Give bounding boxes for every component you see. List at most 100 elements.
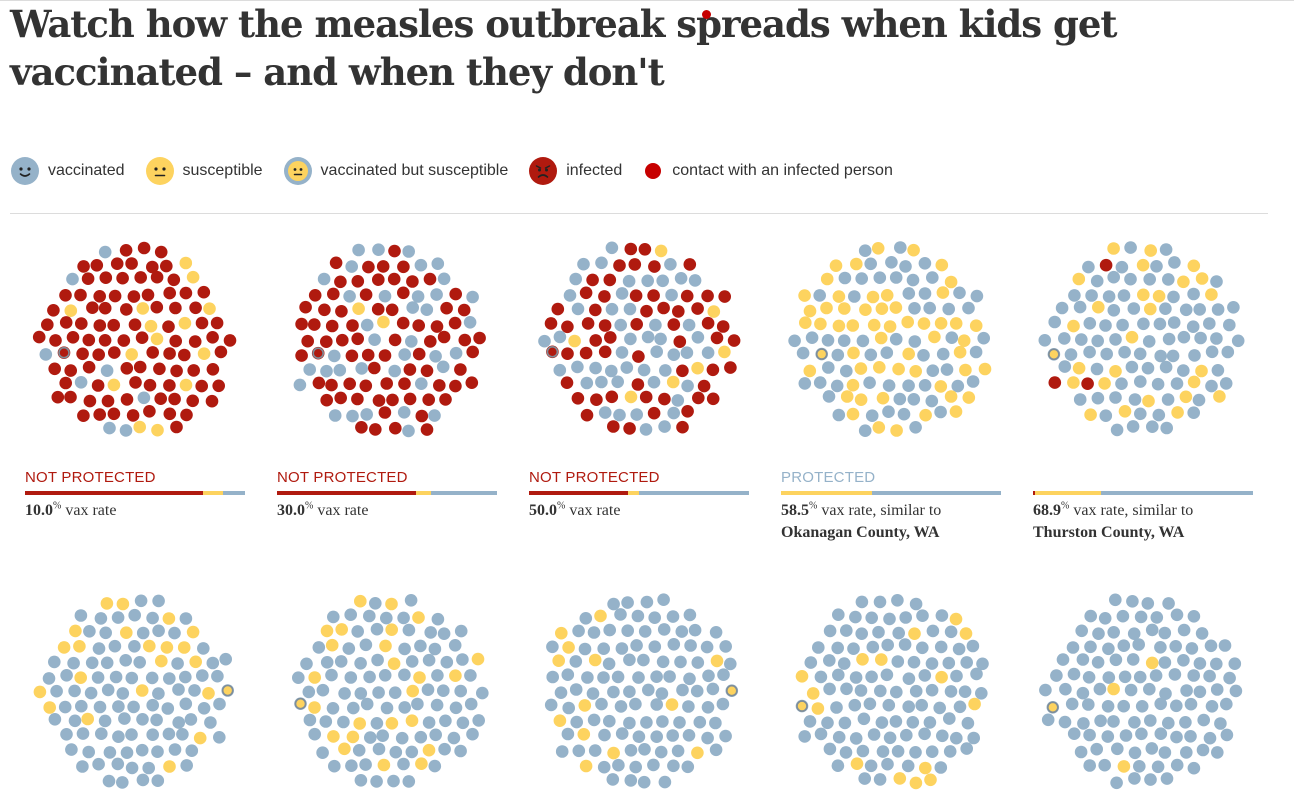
vaccinated-dot [1211, 364, 1225, 377]
vaccinated-dot [650, 670, 663, 683]
vaccinated-dot [1160, 421, 1173, 435]
susceptible-dot [178, 316, 192, 330]
susceptible-dot [829, 259, 843, 272]
vaccinated-dot [359, 638, 373, 652]
infected-dot [129, 376, 142, 389]
vaccinated-dot [42, 672, 56, 685]
infected-dot [397, 286, 410, 300]
infected-dot [59, 376, 72, 390]
vaccinated-dot [354, 687, 368, 700]
vaccinated-dot [352, 243, 365, 257]
susceptible-dot [832, 290, 846, 303]
vaccinated-dot [150, 713, 163, 727]
infected-dot [423, 272, 437, 286]
vaccinated-dot [128, 640, 141, 653]
vaccinated-dot [1184, 697, 1198, 711]
vaccinated-dot [414, 639, 427, 653]
infected-dot [701, 289, 714, 303]
vaccinated-dot [1210, 275, 1223, 288]
vaccinated-dot [411, 697, 424, 711]
vaccinated-dot [82, 745, 95, 759]
vaccinated-dot [813, 376, 827, 389]
infected-dot [454, 363, 467, 376]
infected-dot [551, 302, 565, 316]
vaccinated-dot [876, 745, 890, 758]
proportion-bar [529, 491, 749, 495]
vaccinated-dot [415, 377, 428, 390]
vaccinated-dot [908, 335, 922, 348]
vaccinated-dot [838, 271, 852, 285]
vaccinated-dot [1154, 641, 1167, 654]
vax-rate-caption: 30.0% vax rate [277, 500, 507, 522]
vaccinated-dot [136, 773, 150, 787]
vaccinated-dot [832, 668, 845, 682]
infected-dot [343, 377, 356, 391]
infected-dot [81, 272, 95, 285]
vaccinated-dot [1219, 377, 1233, 390]
infected-dot [372, 273, 385, 286]
vaccinated-dot [213, 697, 226, 711]
vaccinated-dot [944, 685, 958, 698]
susceptible-dot [471, 652, 485, 666]
susceptible-dot [953, 345, 967, 359]
susceptible-dot [944, 275, 958, 289]
vaccinated-dot [906, 273, 920, 287]
vaccinated-dot [909, 597, 923, 611]
vaccinated-susceptible-dot [58, 346, 70, 359]
vaccinated-dot [555, 745, 569, 758]
infected-dot [75, 317, 88, 330]
vaccinated-dot [1091, 334, 1104, 348]
vaccinated-dot [832, 730, 846, 744]
infected-dot [388, 333, 402, 347]
vaccinated-dot [977, 331, 990, 345]
vaccinated-dot [650, 730, 663, 743]
vaccinated-dot [892, 626, 905, 640]
vaccinated-dot [637, 363, 651, 377]
infected-dot [163, 407, 177, 421]
vaccinated-dot [1133, 347, 1147, 361]
susceptible-dot [325, 638, 339, 652]
susceptible-dot [354, 594, 367, 608]
vaccinated-dot [1145, 623, 1159, 637]
vaccinated-dot [1124, 241, 1137, 254]
vaccinated-dot [855, 627, 868, 640]
vaccinated-dot [1083, 728, 1096, 742]
susceptible-dot [415, 757, 428, 770]
vaccinated-dot [464, 669, 477, 682]
vaccinated-dot [431, 257, 445, 270]
infected-dot [448, 316, 462, 330]
susceptible-dot [73, 640, 86, 653]
vaccinated-dot [906, 716, 920, 729]
vaccinated-dot [561, 668, 575, 681]
infected-dot [697, 379, 711, 393]
infected-dot [628, 258, 642, 271]
infected-dot [346, 319, 359, 332]
vaccinated-dot [466, 727, 479, 741]
infected-dot [49, 334, 62, 347]
vaccinated-dot [621, 596, 634, 609]
susceptible-dot [847, 346, 860, 360]
infected-dot [718, 290, 731, 303]
susceptible-dot [579, 759, 593, 773]
susceptible-dot [666, 375, 680, 389]
vaccinated-dot [125, 761, 139, 775]
infected-dot [128, 318, 142, 331]
vaccinated-dot [308, 727, 321, 741]
infected-dot [308, 289, 322, 302]
vaccinated-dot [83, 625, 96, 638]
vaccinated-dot [554, 686, 568, 699]
susceptible-dot [1195, 364, 1208, 378]
vaccinated-dot [1091, 391, 1105, 405]
vaccinated-dot [849, 610, 862, 624]
vaccinated-dot [1159, 360, 1173, 374]
infected-dot [101, 394, 115, 408]
vaccinated-dot [1195, 627, 1209, 640]
vaccinated-dot [1109, 653, 1123, 667]
infected-dot [581, 317, 595, 330]
vaccinated-dot [666, 610, 680, 623]
vax-rate-value: 10.0 [25, 502, 53, 519]
vaccinated-dot [1098, 758, 1111, 772]
vaccinated-dot [1203, 669, 1216, 683]
vaccinated-dot [109, 670, 123, 684]
vaccinated-dot [663, 670, 676, 683]
